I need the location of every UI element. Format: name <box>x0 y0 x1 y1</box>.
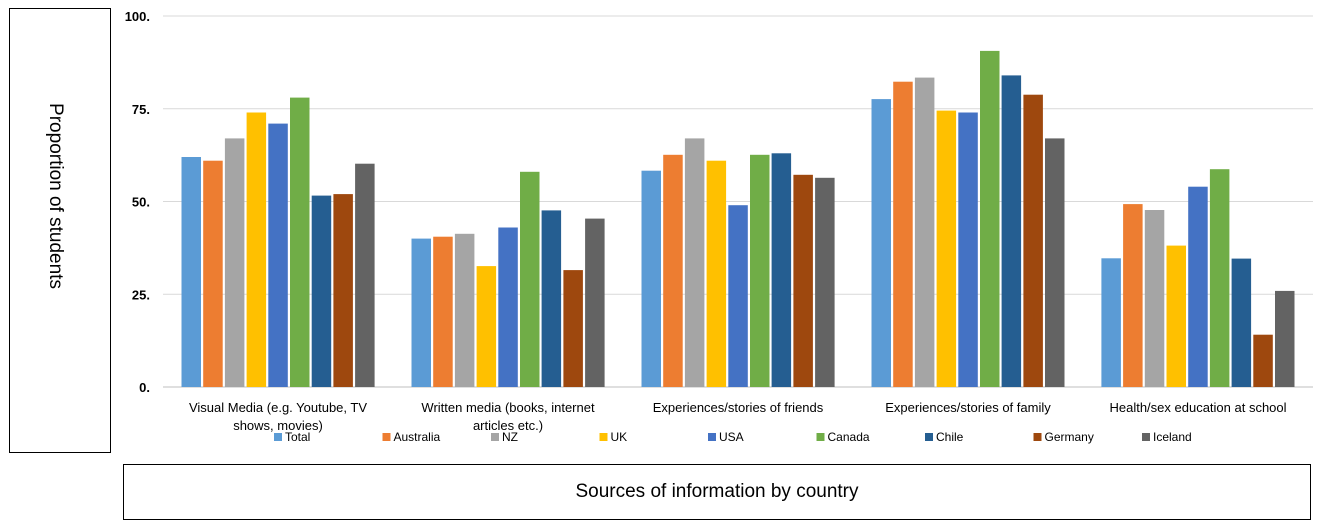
legend-swatch <box>382 433 391 441</box>
category-label: Visual Media (e.g. Youtube, TV <box>189 400 367 415</box>
bar-nz <box>224 138 245 387</box>
bar-iceland <box>1275 290 1295 387</box>
legend-swatch <box>1142 433 1150 441</box>
bar-uk <box>246 112 267 387</box>
legend-label: Chile <box>936 430 964 444</box>
bar-chile <box>1231 258 1252 387</box>
bars <box>181 50 1295 388</box>
bar-canada <box>980 50 1000 388</box>
bar-nz <box>684 138 705 387</box>
bar-canada <box>750 154 770 387</box>
bar-usa <box>958 112 978 387</box>
bar-iceland <box>355 163 375 387</box>
legend-swatch <box>274 433 282 441</box>
legend-swatch <box>925 433 933 441</box>
bar-total <box>871 99 891 387</box>
bar-chile <box>771 153 792 387</box>
bar-germany <box>563 270 583 387</box>
bar-uk <box>1166 245 1186 387</box>
bar-iceland <box>1045 138 1065 387</box>
legend-swatch <box>708 433 716 441</box>
bar-australia <box>663 154 683 387</box>
bar-total <box>641 170 661 387</box>
bar-canada <box>1209 169 1230 387</box>
bar-chile <box>311 195 332 387</box>
x-axis-label: Sources of information by country <box>575 481 859 502</box>
bar-iceland <box>815 177 835 387</box>
bar-chart: 0. 25. 50. 75. 100. Visual Media (e.g. Youtu… <box>125 9 1313 444</box>
legend-label: Total <box>285 430 310 444</box>
category-label: Written media (books, internet <box>421 400 595 415</box>
y-tick-label: 75. <box>132 102 150 117</box>
legend-label: NZ <box>502 430 518 444</box>
bar-nz <box>454 233 475 387</box>
bar-usa <box>268 123 288 387</box>
bar-nz <box>914 77 935 387</box>
legend-swatch <box>491 433 499 441</box>
bar-usa <box>1188 186 1208 387</box>
legend: Total Australia NZ UK USA Canada Chile Germany I… <box>274 430 1192 444</box>
bar-australia <box>203 160 223 387</box>
bar-uk <box>706 160 727 387</box>
category-label: shows, movies) <box>233 418 323 433</box>
legend-label: Australia <box>394 430 441 444</box>
category-label: articles etc.) <box>473 418 543 433</box>
legend-label: Canada <box>828 430 870 444</box>
y-tick-label: 0. <box>139 380 150 395</box>
category-label: Experiences/stories of friends <box>653 400 824 415</box>
bar-germany <box>333 194 353 387</box>
legend-swatch <box>1033 433 1042 441</box>
y-axis-ticks: 0. 25. 50. 75. 100. <box>125 9 150 395</box>
bar-germany <box>793 174 813 387</box>
bar-chile <box>541 210 562 387</box>
y-tick-label: 100. <box>125 9 150 24</box>
bar-uk <box>936 110 957 387</box>
y-tick-label: 25. <box>132 287 150 302</box>
x-axis-label-box: Sources of information by country <box>123 464 1311 520</box>
bar-usa <box>728 205 748 387</box>
bar-iceland <box>585 218 605 387</box>
x-axis-categories: Visual Media (e.g. Youtube, TV shows, mov… <box>189 400 1287 433</box>
bar-australia <box>893 81 913 387</box>
bar-canada <box>290 97 310 387</box>
bar-total <box>181 157 201 387</box>
gridlines <box>163 15 1313 388</box>
bar-chile <box>1001 75 1022 388</box>
bar-germany <box>1253 334 1273 387</box>
legend-label: UK <box>611 430 628 444</box>
bar-nz <box>1144 210 1165 387</box>
y-axis-label-box <box>9 8 111 453</box>
bar-total <box>1101 258 1121 387</box>
bar-germany <box>1023 94 1043 387</box>
legend-label: Iceland <box>1153 430 1192 444</box>
legend-swatch <box>599 433 608 441</box>
bar-australia <box>433 236 453 387</box>
category-label: Experiences/stories of family <box>885 400 1051 415</box>
y-tick-label: 50. <box>132 195 150 210</box>
legend-label: USA <box>719 430 744 444</box>
category-label: Health/sex education at school <box>1109 400 1286 415</box>
legend-label: Germany <box>1045 430 1094 444</box>
bar-usa <box>498 227 518 387</box>
bar-canada <box>520 171 540 387</box>
bar-australia <box>1123 204 1143 387</box>
bar-uk <box>476 266 497 387</box>
legend-swatch <box>816 433 825 441</box>
bar-total <box>411 238 431 387</box>
